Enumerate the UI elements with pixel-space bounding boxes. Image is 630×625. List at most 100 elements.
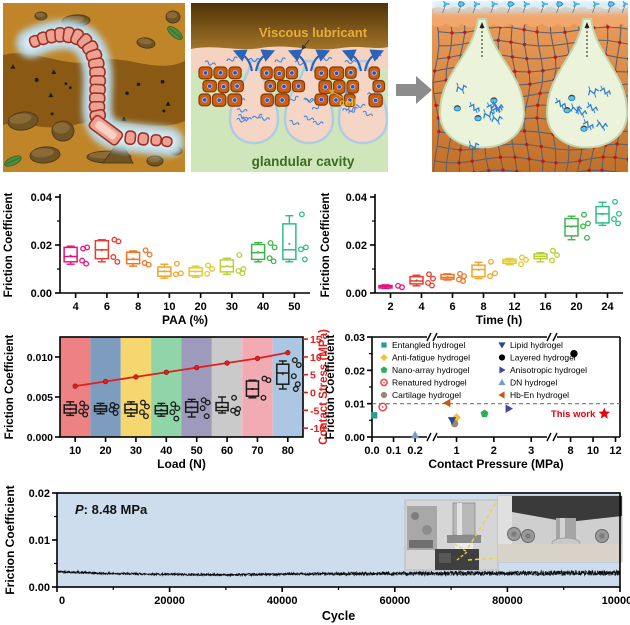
svg-text:50: 50 <box>191 445 203 457</box>
svg-text:0.00: 0.00 <box>345 432 366 444</box>
transition-arrow-icon <box>396 76 432 104</box>
earthworm-soil-illustration <box>3 3 185 172</box>
svg-text:30: 30 <box>226 301 238 313</box>
svg-text:Hb-En hydrogel: Hb-En hydrogel <box>510 390 569 400</box>
gland-cross-section-illustration: Viscous lubricant cell glandular cavity <box>191 3 388 172</box>
svg-text:Friction Coefficient: Friction Coefficient <box>325 334 337 439</box>
svg-text:Contact Stress (MPa): Contact Stress (MPa) <box>318 329 330 445</box>
svg-text:-5: -5 <box>310 405 319 417</box>
svg-text:0.00: 0.00 <box>29 582 50 594</box>
svg-text:3: 3 <box>528 445 534 457</box>
svg-text:Cartilage hydrogel: Cartilage hydrogel <box>392 390 461 400</box>
svg-text:0.01: 0.01 <box>29 535 50 547</box>
svg-text:30: 30 <box>130 445 142 457</box>
svg-text:0: 0 <box>59 595 65 607</box>
svg-text:DN hydrogel: DN hydrogel <box>510 378 557 388</box>
glandular-cavity-label: glandular cavity <box>252 154 355 169</box>
svg-text:10: 10 <box>310 352 322 364</box>
svg-text:0.00: 0.00 <box>31 288 52 300</box>
gland-graphics <box>191 3 388 172</box>
svg-text:16: 16 <box>539 301 551 313</box>
svg-text:Layered hydrogel: Layered hydrogel <box>510 353 576 363</box>
svg-text:0.0: 0.0 <box>364 445 379 457</box>
svg-text:12: 12 <box>508 301 520 313</box>
svg-text:0.02: 0.02 <box>31 240 52 252</box>
svg-text:0: 0 <box>310 388 316 400</box>
svg-text:2: 2 <box>491 445 497 457</box>
svg-text:Friction Coefficient: Friction Coefficient <box>320 192 332 297</box>
friction-vs-paa-boxplot: 0.00 0.02 0.04 4 6 8 10 20 30 40 50 PAA (%) Friction… <box>3 192 310 327</box>
svg-text:20: 20 <box>99 445 111 457</box>
svg-text:Friction Coefficient: Friction Coefficient <box>4 334 16 439</box>
svg-text:5: 5 <box>310 370 316 382</box>
svg-text:0.04: 0.04 <box>31 192 53 204</box>
svg-text:8: 8 <box>480 301 486 313</box>
svg-text:6: 6 <box>449 301 455 313</box>
friction-vs-cycle-chart: 0.00 0.01 0.02 0 20000 40000 60000 80000 100000 C… <box>3 485 630 623</box>
svg-text:40: 40 <box>257 301 269 313</box>
svg-text:80000: 80000 <box>492 595 523 607</box>
svg-text:Nano-array hydrogel: Nano-array hydrogel <box>392 365 470 375</box>
svg-text:P: 8.48 MPa: P: 8.48 MPa <box>75 502 148 517</box>
svg-text:50: 50 <box>288 301 300 313</box>
contact-closeup-inset <box>497 495 623 563</box>
svg-text:Friction Coefficient: Friction Coefficient <box>3 485 17 594</box>
svg-text:0.000: 0.000 <box>27 432 53 444</box>
svg-text:Anisotropic hydrogel: Anisotropic hydrogel <box>510 365 587 375</box>
svg-text:20: 20 <box>195 301 207 313</box>
svg-text:8: 8 <box>135 301 141 313</box>
svg-text:0.00: 0.00 <box>346 288 367 300</box>
svg-text:10: 10 <box>69 445 81 457</box>
svg-text:Cycle: Cycle <box>322 609 355 623</box>
svg-text:Load (N): Load (N) <box>157 457 206 471</box>
svg-text:0.1: 0.1 <box>386 445 401 457</box>
svg-text:4: 4 <box>73 301 80 313</box>
svg-text:10: 10 <box>587 445 599 457</box>
svg-text:0.03: 0.03 <box>345 332 366 344</box>
svg-text:0.005: 0.005 <box>27 392 53 404</box>
svg-text:Time (h): Time (h) <box>476 313 522 327</box>
svg-text:Renatured hydrogel: Renatured hydrogel <box>392 378 467 388</box>
svg-text:12: 12 <box>609 445 621 457</box>
svg-text:15: 15 <box>310 334 322 346</box>
svg-text:PAA (%): PAA (%) <box>162 313 208 327</box>
svg-text:0.010: 0.010 <box>27 352 53 364</box>
svg-text:0.01: 0.01 <box>345 399 366 411</box>
svg-text:70: 70 <box>251 445 263 457</box>
svg-text:2: 2 <box>387 301 393 313</box>
svg-text:Anti-fatigue hydrogel: Anti-fatigue hydrogel <box>392 353 470 363</box>
svg-text:40: 40 <box>160 445 172 457</box>
svg-text:60000: 60000 <box>380 595 411 607</box>
svg-text:Friction Coefficient: Friction Coefficient <box>3 192 15 297</box>
svg-text:0.2: 0.2 <box>407 445 422 457</box>
svg-text:80: 80 <box>282 445 294 457</box>
svg-text:-10: -10 <box>310 423 325 435</box>
svg-text:0.04: 0.04 <box>346 192 368 204</box>
svg-text:0.02: 0.02 <box>29 488 50 500</box>
svg-text:0.02: 0.02 <box>346 240 367 252</box>
friction-vs-load-chart: 0.000 0.005 0.010 -10 -5 0 5 10 15 10 20 30 40 50 60 70… <box>4 329 330 471</box>
tribometer-photo-inset <box>404 499 499 571</box>
cell-label: cell <box>339 97 357 109</box>
svg-text:1: 1 <box>453 445 459 457</box>
svg-text:8: 8 <box>568 445 574 457</box>
svg-text:24: 24 <box>601 301 614 313</box>
svg-text:Lipid hydrogel: Lipid hydrogel <box>510 340 563 350</box>
svg-text:100000: 100000 <box>602 595 630 607</box>
svg-text:20000: 20000 <box>154 595 185 607</box>
svg-text:Entangled hydrogel: Entangled hydrogel <box>392 340 465 350</box>
svg-text:0.02: 0.02 <box>345 365 366 377</box>
viscous-lubricant-label: Viscous lubricant <box>259 25 368 40</box>
svg-text:40000: 40000 <box>267 595 298 607</box>
svg-text:4: 4 <box>418 301 425 313</box>
svg-text:60: 60 <box>221 445 233 457</box>
svg-text:Contact Pressure (MPa): Contact Pressure (MPa) <box>428 457 563 471</box>
svg-text:This work: This work <box>551 409 596 420</box>
svg-text:10: 10 <box>163 301 175 313</box>
hydrogel-network-illustration <box>432 1 628 172</box>
svg-text:6: 6 <box>104 301 110 313</box>
svg-text:20: 20 <box>570 301 582 313</box>
